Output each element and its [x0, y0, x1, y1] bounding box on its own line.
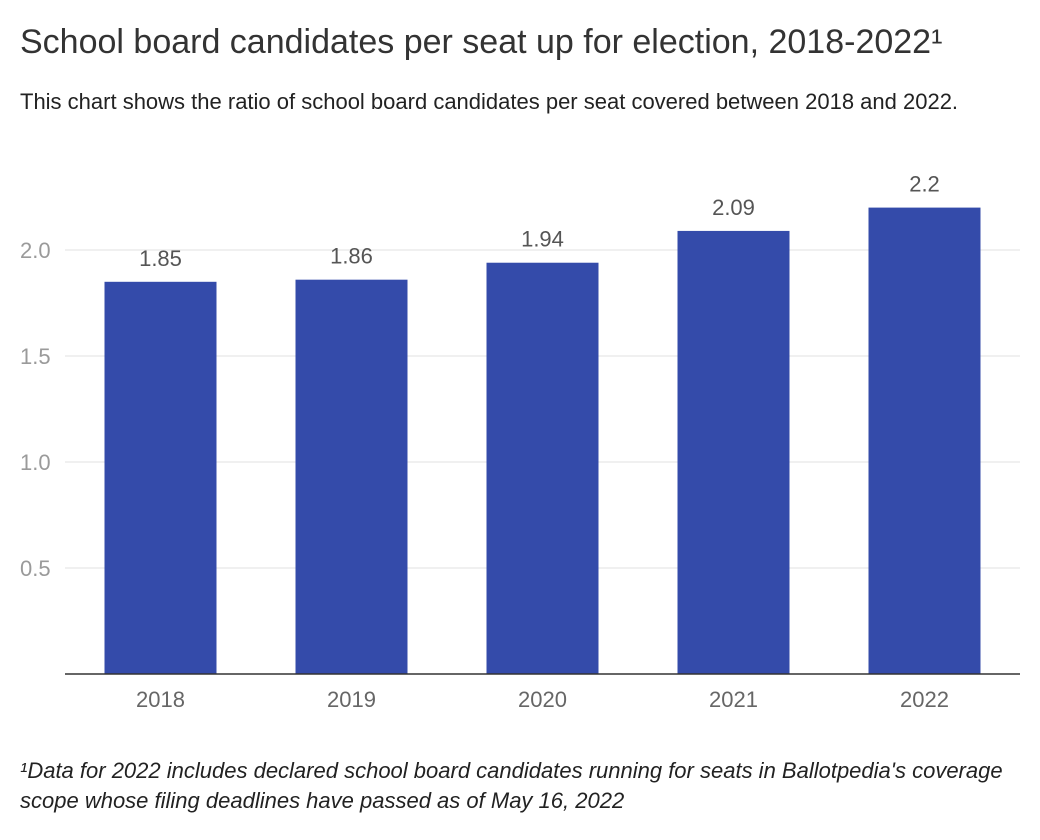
x-tick-label: 2021	[709, 687, 758, 712]
bar-2022	[868, 207, 981, 674]
bar-chart: 0.5 1.0 1.5 2.0 1.85 2018 1.86 2019 1.94 2020 2.09…	[20, 172, 1020, 712]
data-label: 1.85	[139, 246, 182, 271]
bar-2021	[677, 230, 790, 675]
bar-2020	[486, 262, 599, 674]
chart-title: School board candidates per seat up for …	[20, 23, 943, 61]
x-tick-label: 2022	[900, 687, 949, 712]
x-tick-label: 2020	[518, 687, 567, 712]
y-tick-label: 0.5	[20, 556, 51, 581]
y-tick-label: 1.5	[20, 344, 51, 369]
y-tick-label: 1.0	[20, 450, 51, 475]
bar-2019	[295, 279, 408, 674]
data-label: 1.94	[521, 227, 564, 252]
bars	[104, 207, 981, 675]
chart-footnote: ¹Data for 2022 includes declared school …	[20, 758, 1003, 813]
x-tick-label: 2018	[136, 687, 185, 712]
x-tick-label: 2019	[327, 687, 376, 712]
bar-2018	[104, 281, 217, 674]
chart-subtitle: This chart shows the ratio of school boa…	[20, 89, 959, 114]
data-label: 1.86	[330, 244, 373, 269]
data-label: 2.09	[712, 195, 755, 220]
y-tick-label: 2.0	[20, 238, 51, 263]
labels: 0.5 1.0 1.5 2.0 1.85 2018 1.86 2019 1.94 2020 2.09…	[20, 172, 949, 712]
data-label: 2.2	[909, 172, 940, 197]
